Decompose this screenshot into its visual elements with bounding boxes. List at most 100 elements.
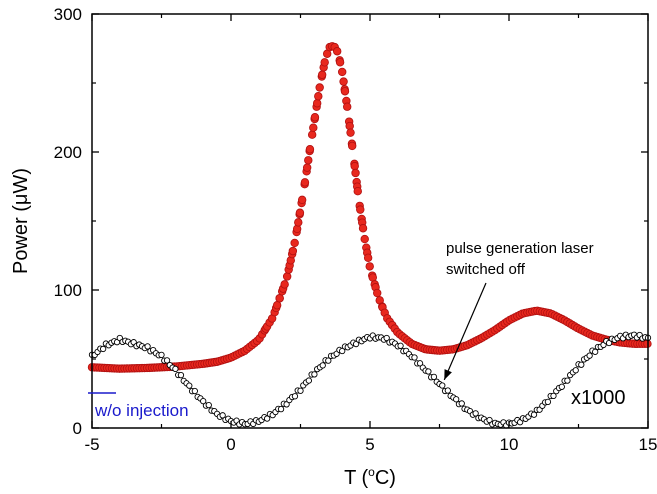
data-point-with-injection — [356, 205, 365, 214]
data-point-without-injection — [283, 401, 290, 408]
y-tick-label: 0 — [73, 419, 82, 438]
data-point-without-injection — [472, 410, 479, 417]
data-point-without-injection — [191, 387, 199, 395]
x-tick-label: 15 — [639, 435, 657, 454]
series-with-injection — [87, 42, 652, 373]
y-axis-title: Power (μW) — [10, 168, 32, 274]
data-point-without-injection — [592, 348, 599, 355]
data-point-without-injection — [99, 345, 107, 353]
data-point-without-injection — [544, 398, 552, 406]
data-point-with-injection — [288, 246, 298, 256]
x-axis-title-pre: T ( — [344, 467, 368, 489]
data-point-with-injection — [312, 99, 322, 108]
y-axis-title-mu: μ — [10, 194, 32, 206]
data-point-with-injection — [305, 145, 315, 154]
data-point-with-injection — [353, 186, 362, 196]
data-point-without-injection — [453, 396, 460, 403]
data-point-without-injection — [177, 371, 185, 379]
data-point-without-injection — [397, 342, 404, 349]
data-point-without-injection — [383, 334, 390, 342]
data-point-without-injection — [425, 368, 432, 375]
data-point-with-injection — [332, 47, 342, 56]
data-point-without-injection — [319, 362, 326, 369]
data-point-with-injection — [363, 253, 373, 262]
data-point-with-injection — [373, 288, 382, 298]
data-point-without-injection — [564, 377, 571, 384]
data-point-with-injection — [314, 92, 323, 101]
x-axis-title-post: C) — [375, 467, 396, 489]
scale-factor-label: x1000 — [571, 387, 626, 409]
data-point-with-injection — [348, 141, 357, 151]
data-point-without-injection — [458, 400, 465, 407]
data-point-without-injection — [325, 357, 332, 364]
data-point-with-injection — [340, 87, 350, 96]
data-point-with-injection — [307, 130, 317, 139]
data-point-with-injection — [365, 262, 374, 271]
annotation-line-1: pulse generation laser — [446, 240, 594, 257]
data-point-with-injection — [346, 128, 355, 137]
data-point-without-injection — [339, 347, 346, 355]
data-point-without-injection — [605, 339, 613, 347]
data-point-with-injection — [350, 161, 359, 171]
y-tick-label: 200 — [54, 143, 82, 162]
y-axis-ticks: 0 100 200 300 — [54, 5, 648, 438]
data-point-with-injection — [275, 294, 284, 303]
data-point-without-injection — [158, 351, 165, 358]
data-point-without-injection — [486, 416, 493, 424]
data-point-without-injection — [172, 365, 179, 373]
data-point-with-injection — [339, 77, 348, 86]
data-point-without-injection — [550, 392, 557, 400]
x-tick-label: -5 — [84, 435, 99, 454]
data-point-with-injection — [338, 67, 347, 77]
data-point-without-injection — [578, 361, 585, 368]
data-point-with-injection — [315, 83, 324, 92]
y-tick-label: 300 — [54, 5, 82, 24]
data-point-with-injection — [358, 224, 368, 233]
data-point-without-injection — [586, 352, 593, 359]
data-point-without-injection — [352, 340, 360, 348]
legend-label-without-injection: w/o injection — [94, 401, 189, 420]
data-point-without-injection — [530, 411, 538, 418]
data-point-without-injection — [297, 387, 304, 394]
data-point-with-injection — [335, 58, 345, 67]
data-point-with-injection — [304, 156, 313, 165]
data-point-with-injection — [297, 195, 307, 205]
data-point-with-injection — [320, 58, 329, 67]
data-point-with-injection — [343, 102, 352, 111]
data-point-without-injection — [411, 354, 418, 361]
data-point-with-injection — [294, 218, 303, 227]
data-point-without-injection — [291, 393, 299, 400]
data-point-without-injection — [444, 387, 451, 394]
data-point-with-injection — [360, 234, 369, 244]
data-point-with-injection — [290, 238, 299, 248]
series-without-injection — [88, 331, 652, 429]
data-point-with-injection — [309, 123, 318, 132]
data-point-with-injection — [310, 113, 320, 122]
data-point-without-injection — [205, 401, 212, 409]
annotation-arrowhead — [444, 369, 452, 380]
data-point-with-injection — [282, 272, 292, 281]
data-point-with-injection — [295, 208, 305, 217]
data-point-with-injection — [317, 70, 327, 79]
data-point-without-injection — [572, 367, 579, 374]
data-point-without-injection — [200, 397, 207, 405]
data-point-without-injection — [277, 405, 285, 413]
data-point-without-injection — [163, 357, 171, 364]
y-axis-title-pre: Power ( — [10, 205, 32, 274]
data-point-without-injection — [416, 360, 424, 367]
data-point-without-injection — [144, 343, 151, 350]
data-point-with-injection — [280, 280, 289, 289]
data-point-with-injection — [302, 163, 312, 172]
x-tick-label: 0 — [226, 435, 235, 454]
x-axis-title: T (oC) — [344, 465, 396, 489]
y-tick-label: 100 — [54, 281, 82, 300]
annotation-line-2: switched off — [446, 261, 526, 278]
data-point-without-injection — [219, 412, 226, 419]
x-tick-label: 5 — [365, 435, 374, 454]
data-point-without-injection — [311, 371, 318, 378]
x-axis-ticks: -5 0 5 10 15 — [84, 14, 657, 454]
annotation-arrow — [443, 282, 487, 381]
data-point-with-injection — [351, 168, 360, 178]
data-point-without-injection — [186, 382, 193, 389]
